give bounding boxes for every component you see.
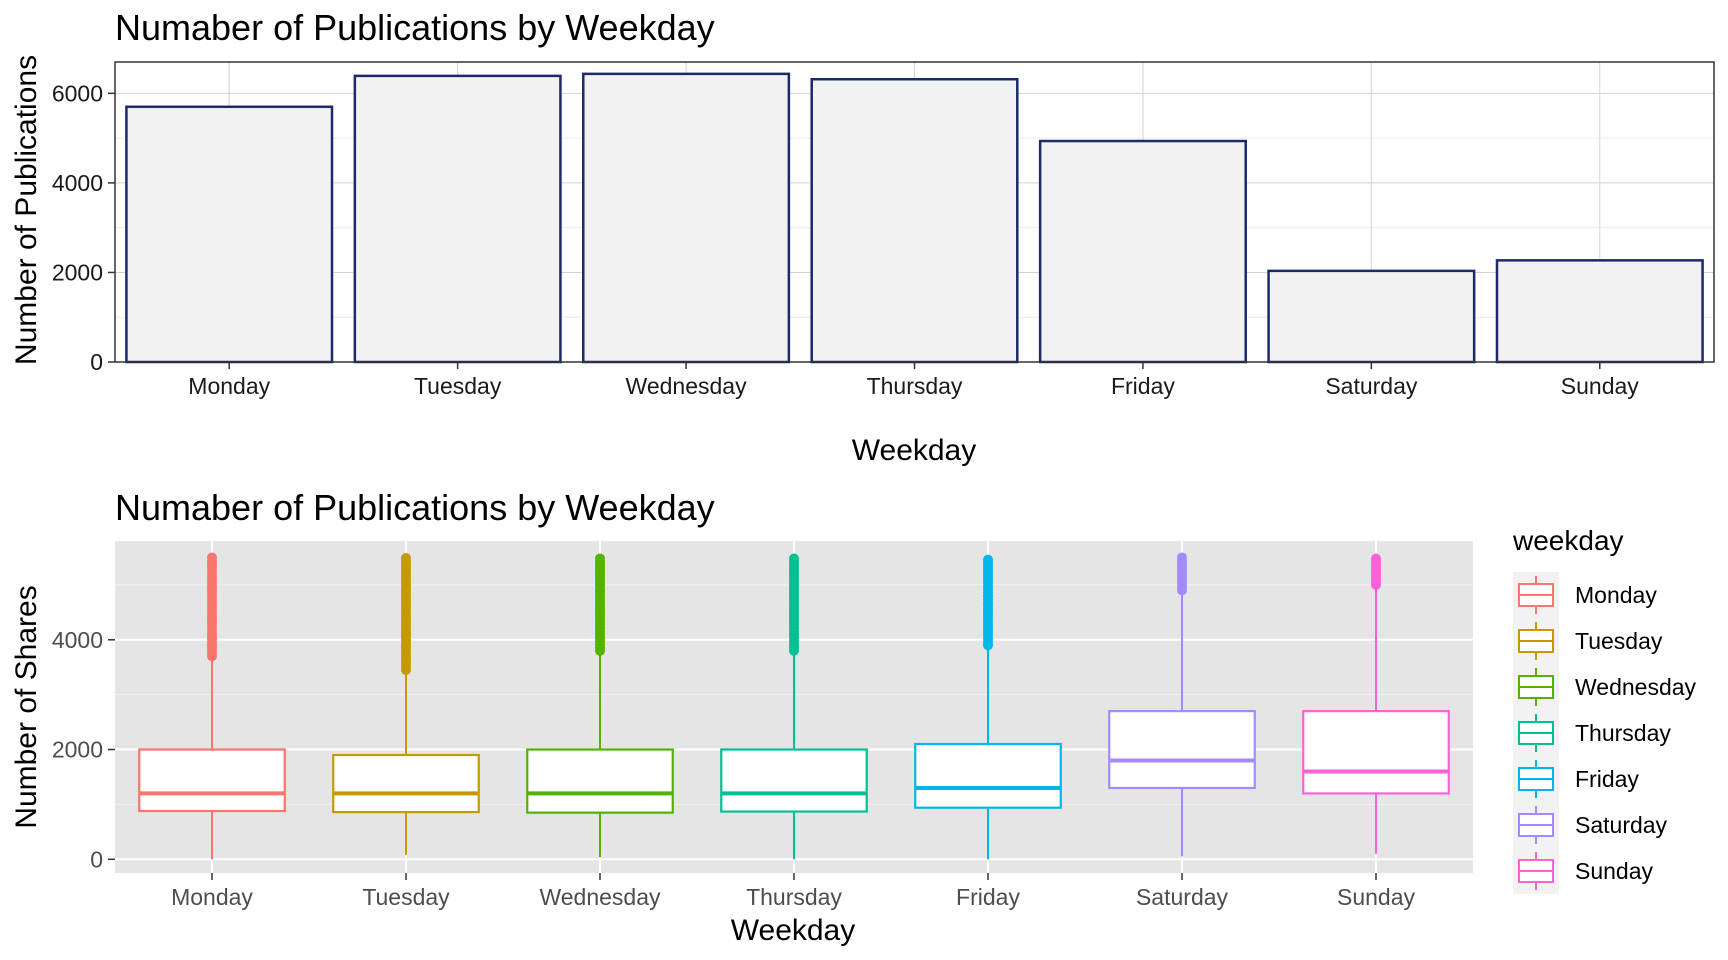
box-outliers [789,553,799,656]
bar-y-tick-label: 4000 [52,170,103,196]
box-body [720,748,868,813]
box-body [1302,710,1450,795]
box-x-axis-title: Weekday [731,914,856,947]
bar-marks [125,72,1704,364]
outlier-point [1177,552,1187,563]
bar-y-tick-label: 0 [90,349,103,375]
box-saturday [1108,552,1256,857]
box-sunday [1302,553,1450,854]
bar-y-tick-label: 2000 [52,259,103,285]
box-x-tick-label: Wednesday [539,884,661,910]
bar-chart: Numaber of Publications by Weekday 0 2000… [10,7,1715,467]
box-outliers [401,553,411,675]
bar-x-tick-label: Thursday [867,373,963,399]
outlier-point [983,554,993,565]
box-x-tick-label: Thursday [746,884,842,910]
box-outliers [595,553,605,656]
legend-item-saturday: Saturday [1513,802,1668,848]
box-thursday [720,553,868,860]
box-body [138,748,286,813]
box-tuesday [332,553,480,855]
outlier-point [595,553,605,564]
bar-wednesday [582,72,791,364]
box-outliers [207,552,217,662]
bar-x-tick-label: Tuesday [414,373,502,399]
box-legend: weekday Monday Tuesday Wednesday Thursday Fr… [1512,525,1697,894]
legend-label: Monday [1575,582,1657,608]
legend-label: Friday [1575,766,1639,792]
box-body [526,748,674,814]
legend-item-friday: Friday [1513,756,1639,802]
box-x-axis: Monday Tuesday Wednesday Thursday Friday Satu… [171,873,1415,910]
legend-item-thursday: Thursday [1513,710,1671,756]
box-chart-title: Numaber of Publications by Weekday [115,487,715,528]
box-x-tick-label: Sunday [1337,884,1416,910]
bar-y-axis-title: Number of Publications [10,55,43,365]
box-y-tick-label: 4000 [52,627,103,653]
outlier-point [1371,553,1381,564]
bar-x-tick-label: Wednesday [626,373,748,399]
bar-sunday [1495,259,1704,364]
box-outliers [983,554,993,651]
bar-thursday [810,77,1019,364]
legend-label: Sunday [1575,858,1654,884]
box-marks [138,552,1450,860]
bar-y-axis: 0 2000 4000 6000 [52,80,115,375]
legend-item-tuesday: Tuesday [1513,618,1663,664]
legend-item-monday: Monday [1513,572,1657,618]
box-y-axis-title: Number of Shares [10,585,43,828]
box-wednesday [526,553,674,858]
bar-y-tick-label: 6000 [52,80,103,106]
box-chart: Numaber of Publications by Weekday 0 2000… [10,487,1697,947]
box-x-tick-label: Friday [956,884,1020,910]
bar-saturday [1267,269,1476,364]
bar-x-axis: Monday Tuesday Wednesday Thursday Friday Satu… [188,362,1639,399]
bar-x-tick-label: Sunday [1561,373,1640,399]
outlier-point [207,552,217,563]
box-x-tick-label: Monday [171,884,253,910]
bar-x-tick-label: Monday [188,373,270,399]
box-x-tick-label: Tuesday [362,884,450,910]
box-body [914,742,1062,809]
legend-item-sunday: Sunday [1513,848,1654,894]
box-y-tick-label: 0 [90,846,103,872]
legend-label: Thursday [1575,720,1671,746]
box-body [332,753,480,814]
box-y-tick-label: 2000 [52,737,103,763]
bar-x-axis-title: Weekday [852,434,977,467]
bar-x-tick-label: Friday [1111,373,1175,399]
legend-item-wednesday: Wednesday [1513,664,1697,710]
outlier-point [789,553,799,564]
legend-label: Wednesday [1575,674,1697,700]
box-x-tick-label: Saturday [1136,884,1229,910]
bar-chart-title: Numaber of Publications by Weekday [115,7,715,48]
bar-x-tick-label: Saturday [1325,373,1418,399]
box-body [1108,710,1256,790]
outlier-point [401,553,411,564]
legend-label: Saturday [1575,812,1668,838]
box-monday [138,552,286,860]
bar-monday [125,105,334,364]
legend-title: weekday [1512,525,1624,556]
box-outliers [1177,552,1187,596]
box-outliers [1371,553,1381,590]
legend-label: Tuesday [1575,628,1663,654]
box-y-axis: 0 2000 4000 [52,627,115,872]
box-friday [914,554,1062,860]
bar-friday [1038,139,1247,364]
bar-tuesday [353,74,562,364]
